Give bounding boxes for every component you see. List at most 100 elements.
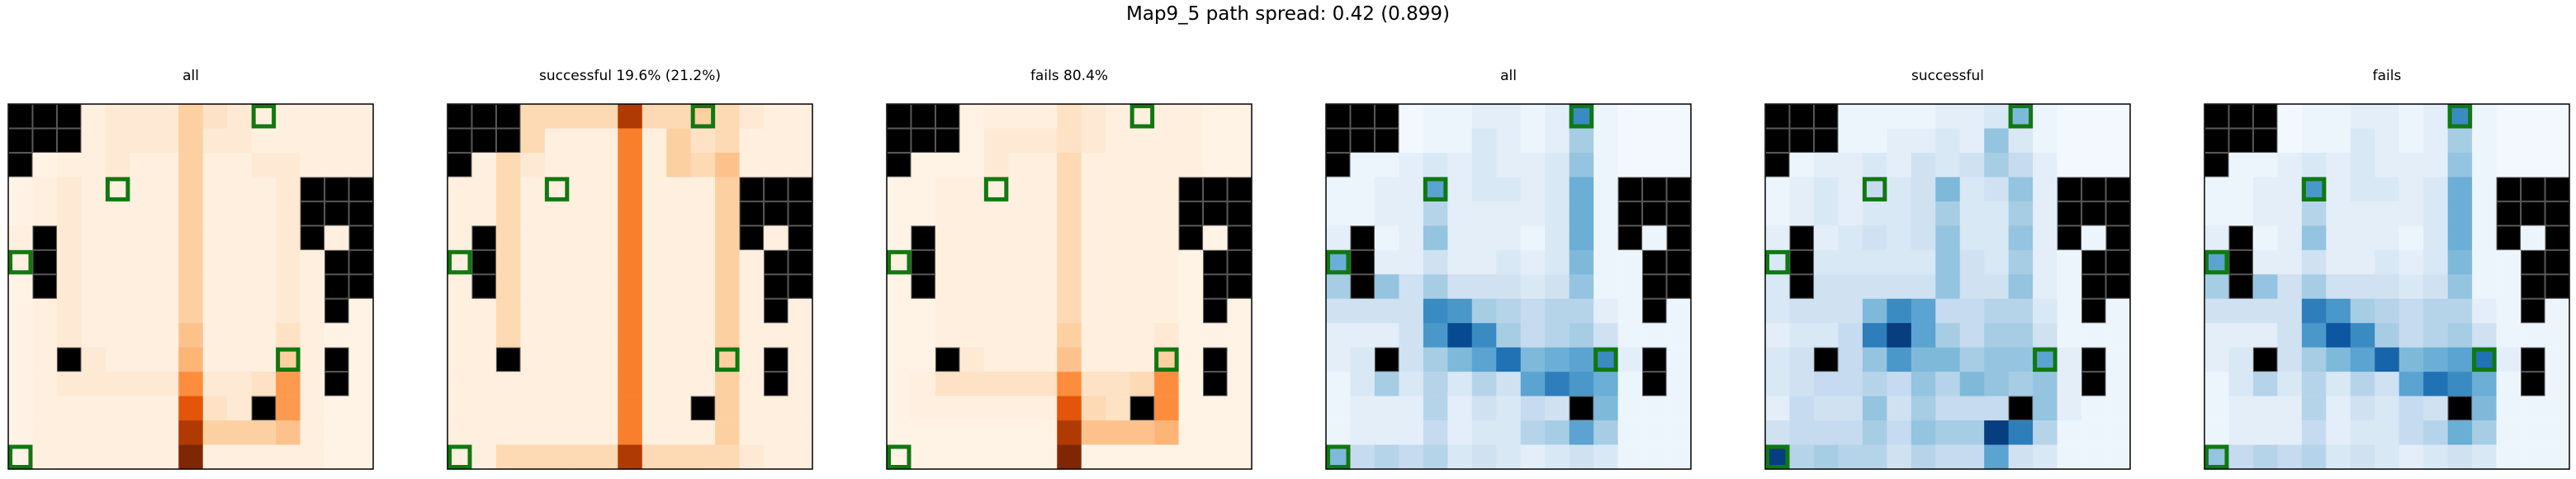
- obstacle-gridline: [471, 225, 496, 250]
- heatmap-cell: [1129, 201, 1155, 226]
- obstacle-cell: [2545, 249, 2570, 275]
- heatmap-cell: [935, 444, 960, 470]
- heatmap-cell: [1423, 372, 1448, 396]
- heatmap-panel: fails 80.4%: [886, 68, 1252, 470]
- heatmap-cell: [2545, 372, 2570, 396]
- obstacle-cell: [1666, 249, 1692, 275]
- heatmap-cell: [1959, 372, 1985, 396]
- heatmap-cell: [2057, 104, 2082, 129]
- heatmap-cell: [2277, 347, 2303, 372]
- heatmap-cell: [300, 152, 325, 178]
- heatmap-cell: [2033, 323, 2057, 348]
- obstacle-cell: [1203, 274, 1228, 300]
- heatmap-cell: [105, 201, 130, 226]
- obstacle-cell: [1203, 372, 1228, 396]
- heatmap-cell: [1862, 201, 1887, 226]
- goal-marker: [2008, 104, 2034, 129]
- heatmap-cell: [2350, 201, 2375, 226]
- obstacle-gridline: [1203, 201, 1228, 226]
- heatmap-cell: [544, 128, 570, 154]
- heatmap-cell: [618, 104, 643, 129]
- heatmap-cell: [2326, 225, 2351, 251]
- heatmap-cell: [666, 128, 691, 154]
- heatmap-cell: [1984, 323, 2009, 348]
- heatmap-cell: [1959, 274, 1985, 300]
- obstacle-gridline: [690, 396, 716, 421]
- heatmap-cell: [2301, 420, 2327, 445]
- heatmap-cell: [178, 104, 204, 129]
- heatmap-cell: [715, 128, 740, 154]
- obstacle-cell: [2521, 298, 2545, 324]
- heatmap-cell: [1765, 347, 1790, 372]
- heatmap-cell: [105, 396, 130, 421]
- heatmap-cell: [1178, 396, 1204, 421]
- obstacle-cell: [911, 225, 936, 251]
- obstacle-gridline: [2228, 225, 2253, 250]
- figure-title: Map9_5 path spread: 0.42 (0.899): [1126, 3, 1450, 25]
- heatmap-cell: [618, 396, 643, 421]
- panel-title: successful: [1911, 68, 1984, 84]
- heatmap-cell: [1471, 225, 1497, 251]
- obstacle-gridline: [1813, 347, 1839, 372]
- heatmap-cell: [1593, 201, 1618, 226]
- obstacle-cell: [2521, 274, 2545, 300]
- goal-marker: [1326, 249, 1351, 275]
- heatmap-cell: [2301, 323, 2327, 348]
- heatmap-cell: [1569, 444, 1594, 470]
- obstacle-gridline: [2252, 347, 2278, 372]
- heatmap-cell: [2423, 249, 2448, 275]
- obstacle-cell: [1350, 225, 1376, 251]
- obstacle-cell: [2105, 177, 2131, 202]
- heatmap-cell: [2008, 420, 2034, 445]
- heatmap-cell: [178, 152, 204, 178]
- heatmap-cell: [2204, 372, 2229, 396]
- obstacle-gridline: [1178, 225, 1204, 250]
- heatmap-cell: [1496, 444, 1522, 470]
- heatmap-cell: [251, 347, 277, 372]
- heatmap-cell: [348, 372, 374, 396]
- obstacle-gridline: [764, 249, 788, 275]
- heatmap-cell: [1887, 298, 1912, 324]
- obstacle-cell: [2228, 274, 2254, 300]
- heatmap-cell: [1471, 396, 1497, 421]
- heatmap-cell: [520, 396, 546, 421]
- heatmap-cell: [1106, 420, 1130, 445]
- heatmap-cell: [911, 201, 936, 226]
- heatmap-cell: [2204, 298, 2229, 324]
- heatmap-cell: [1569, 323, 1594, 348]
- heatmap-cell: [1789, 152, 1815, 178]
- heatmap-cell: [1666, 298, 1692, 324]
- heatmap-cell: [56, 323, 82, 348]
- obstacle-gridline: [495, 347, 521, 372]
- heatmap-cell: [2301, 372, 2327, 396]
- heatmap-cell: [983, 323, 1009, 348]
- heatmap-cell: [32, 444, 58, 470]
- heatmap-cell: [1887, 249, 1912, 275]
- heatmap-cell: [666, 372, 691, 396]
- heatmap-cell: [690, 201, 716, 226]
- heatmap-cell: [324, 225, 349, 251]
- heatmap-cell: [1862, 396, 1887, 421]
- heatmap-cell: [300, 274, 325, 300]
- heatmap-cell: [690, 420, 716, 445]
- heatmap-cell: [276, 274, 301, 300]
- heatmap-cell: [2375, 420, 2400, 445]
- obstacle-gridline: [2521, 347, 2545, 372]
- obstacle-cell: [324, 177, 349, 202]
- obstacle-cell: [1227, 274, 1252, 300]
- heatmap-cell: [935, 420, 960, 445]
- heatmap-cell: [642, 323, 667, 348]
- heatmap-cell: [276, 396, 301, 421]
- obstacle-gridline: [2228, 128, 2253, 153]
- heatmap-cell: [2277, 298, 2303, 324]
- heatmap-cell: [593, 177, 618, 202]
- obstacle-gridline: [56, 128, 82, 153]
- heatmap-cell: [1666, 323, 1692, 348]
- heatmap-cell: [471, 444, 497, 470]
- obstacle-cell: [788, 225, 813, 251]
- heatmap-cell: [983, 104, 1009, 129]
- heatmap-cell: [739, 347, 765, 372]
- obstacle-cell: [788, 201, 813, 226]
- heatmap-cell: [2301, 444, 2327, 470]
- heatmap-cell: [300, 347, 325, 372]
